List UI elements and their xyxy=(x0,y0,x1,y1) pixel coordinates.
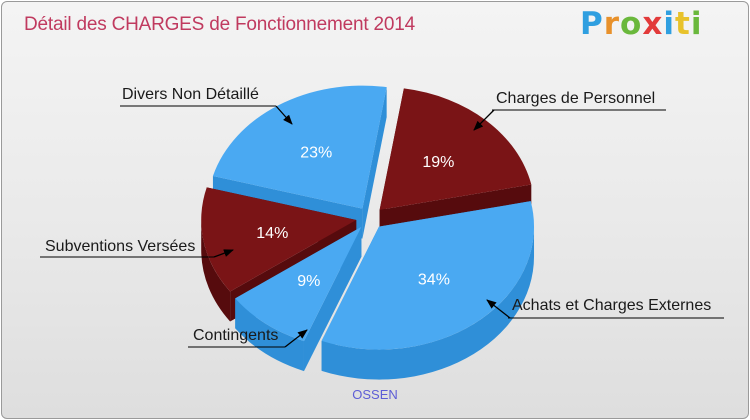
slice-category-label: Achats et Charges Externes xyxy=(512,297,711,314)
slice-percent-label: 34% xyxy=(418,271,450,288)
logo-letter: i xyxy=(663,6,675,42)
pie-slice xyxy=(321,201,535,350)
pie-slice-side xyxy=(321,226,535,380)
callout-arrow xyxy=(275,105,293,125)
slice-category-label: Subventions Versées xyxy=(45,238,195,255)
pie-slice xyxy=(212,85,387,209)
slice-percent-label: 23% xyxy=(300,145,332,162)
logo-letter: P xyxy=(580,6,604,42)
pie-slice xyxy=(235,226,362,342)
chart-title: Détail des CHARGES de Fonctionnement 201… xyxy=(24,14,416,35)
logo-letter: r xyxy=(603,6,621,42)
pie-slice-wall xyxy=(362,87,387,239)
pie-slice-side xyxy=(201,219,231,322)
slice-percent-label: 9% xyxy=(297,273,320,290)
callout-arrow xyxy=(213,249,234,258)
slice-category-label: Charges de Personnel xyxy=(496,90,655,107)
callout-arrow xyxy=(473,109,495,131)
callout-arrow xyxy=(486,299,511,319)
pie-slice-side xyxy=(235,298,304,372)
slice-percent-label: 19% xyxy=(422,154,454,171)
pie-slice xyxy=(201,187,357,292)
logo-letter: i xyxy=(690,6,703,42)
pie-slice xyxy=(379,88,532,210)
logo-letter: o xyxy=(620,6,643,42)
callout-arrow xyxy=(284,329,308,348)
slice-category-label: Contingents xyxy=(193,327,278,344)
logo-letter: t xyxy=(674,6,691,42)
proxiti-logo: Proxiti xyxy=(580,6,702,42)
slice-percent-label: 14% xyxy=(256,225,288,242)
logo-letter: x xyxy=(642,6,664,42)
commune-label: OSSEN xyxy=(352,387,398,402)
slice-category-label: Divers Non Détaillé xyxy=(122,86,259,103)
